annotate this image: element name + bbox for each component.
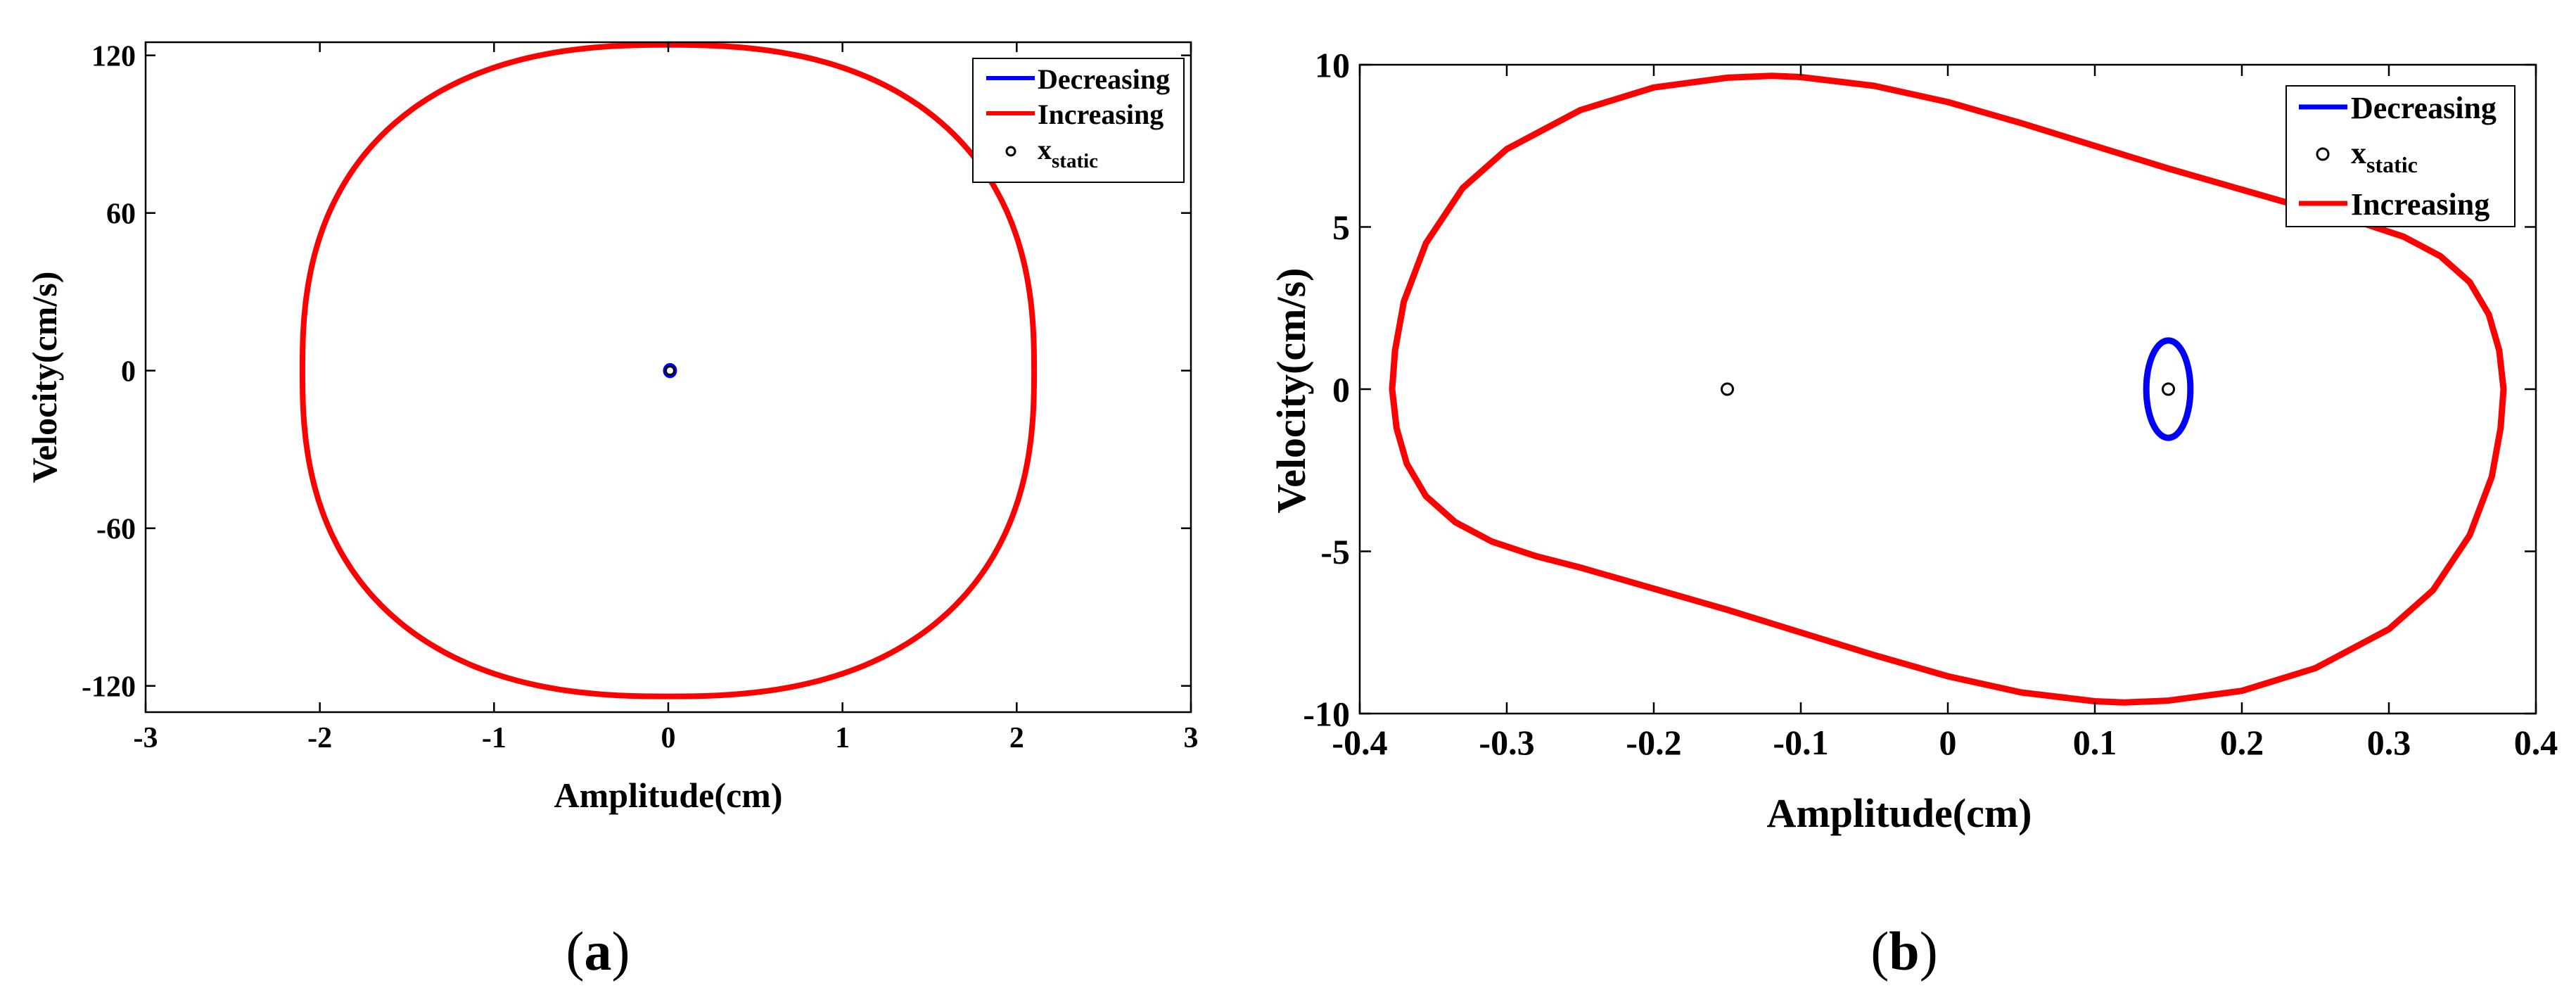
panel-b-x-tick-label: -0.4 xyxy=(1332,723,1387,762)
panel-a-y-tick-label: -120 xyxy=(82,671,136,703)
panel-a-x-tick-label: 1 xyxy=(835,722,850,754)
panel-a-y-axis-title: Velocity(cm/s) xyxy=(25,272,64,483)
panel-b-y-tick-label: 5 xyxy=(1332,208,1350,247)
panel-a-legend: Decreasing Increasing xstatic xyxy=(972,58,1185,183)
panel-b-label-open: ( xyxy=(1870,920,1889,982)
panel-b-label: (b) xyxy=(1870,920,1937,982)
panel-a-x-tick-label: -3 xyxy=(134,722,158,754)
panel-b-series-increasing xyxy=(1389,72,2507,706)
panel-b-x-tick-label: 0.3 xyxy=(2367,723,2411,762)
panel-a-legend-label-decreasing: Decreasing xyxy=(1038,63,1170,95)
panel-b-legend-marker-static xyxy=(2316,147,2330,161)
panel-b-x-tick-label: 0 xyxy=(1939,723,1957,762)
panel-b-label-close: ) xyxy=(1920,920,1938,982)
panel-b-ticks: -0.4 -0.3 -0.2 -0.1 0 0.1 0.2 0.3 0.4 -10 -5 0 5 10 xyxy=(1303,46,2558,763)
panel-a-label: (a) xyxy=(566,920,630,982)
panel-b-y-tick-label: -10 xyxy=(1303,695,1350,734)
panel-b-x-tick-label: 0.4 xyxy=(2514,723,2558,762)
panel-a-static-point-0 xyxy=(664,365,675,376)
panel-b-series-decreasing xyxy=(2143,337,2194,441)
panel-a-label-letter: a xyxy=(585,920,612,982)
panel-b-legend: Decreasing xstatic Increasing xyxy=(2285,85,2516,227)
panel-a-ticks: -3 -2 -1 0 1 2 3 -120 -60 0 60 120 xyxy=(82,40,1199,754)
panel-a-series-increasing xyxy=(299,42,1038,699)
panel-a-legend-static-x: x xyxy=(1038,134,1052,165)
panel-a-label-open: ( xyxy=(566,920,585,982)
panel-a-label-close: ) xyxy=(612,920,630,982)
panel-b-legend-static-x: x xyxy=(2351,136,2366,170)
panel-a-legend-static-subscript: static xyxy=(1052,150,1098,172)
panel-a-y-tick-label: -60 xyxy=(96,513,136,545)
panel-a-y-tick-label: 60 xyxy=(106,198,136,230)
panel-b-x-axis-title: Amplitude(cm) xyxy=(1767,790,2032,836)
panel-b-legend-static-subscript: static xyxy=(2366,152,2418,177)
panel-b-x-tick-label: 0.1 xyxy=(2073,723,2117,762)
panel-a-y-tick-label: 0 xyxy=(121,355,136,388)
panel-b-legend-label-increasing: Increasing xyxy=(2351,187,2489,222)
panel-b-y-axis-title: Velocity(cm/s) xyxy=(1268,268,1314,514)
panel-b-x-tick-label: -0.2 xyxy=(1626,723,1681,762)
panel-a-legend-marker-static xyxy=(1005,146,1016,157)
panel-b-y-tick-label: -5 xyxy=(1320,532,1350,571)
panel-b-curves xyxy=(1389,72,2507,706)
panel-b-x-tick-label: -0.1 xyxy=(1773,723,1828,762)
panel-a-legend-label-increasing: Increasing xyxy=(1038,99,1163,130)
panel-b-legend-label-static: xstatic xyxy=(2351,136,2418,177)
panel-a-x-axis-title: Amplitude(cm) xyxy=(554,775,783,815)
panel-b-legend-label-decreasing: Decreasing xyxy=(2351,91,2497,125)
panel-a-y-tick-label: 120 xyxy=(91,40,136,72)
panel-a-x-tick-label: 0 xyxy=(661,722,676,754)
panel-a-x-tick-label: -2 xyxy=(307,722,332,754)
chart-panel-a: -3 -2 -1 0 1 2 3 -120 -60 0 60 120 Amplitude(cm) Ve… xyxy=(25,40,1199,982)
panel-b-x-tick-label: 0.2 xyxy=(2220,723,2264,762)
chart-panel-b: -0.4 -0.3 -0.2 -0.1 0 0.1 0.2 0.3 0.4 -10 -5 0 5 10 A… xyxy=(1268,46,2558,982)
panel-a-x-tick-label: -1 xyxy=(482,722,506,754)
panel-a-legend-label-static: xstatic xyxy=(1038,134,1098,172)
panel-b-label-letter: b xyxy=(1889,920,1919,982)
panel-b-y-tick-label: 0 xyxy=(1332,370,1350,410)
panel-a-x-tick-label: 2 xyxy=(1009,722,1024,754)
panel-a-x-tick-label: 3 xyxy=(1184,722,1199,754)
panel-a-curves xyxy=(299,42,1038,699)
panel-b-static-point-1 xyxy=(2162,382,2175,396)
panel-b-static-point-0 xyxy=(1721,382,1734,396)
panel-b-y-tick-label: 10 xyxy=(1315,46,1350,85)
panel-b-x-tick-label: -0.3 xyxy=(1479,723,1534,762)
